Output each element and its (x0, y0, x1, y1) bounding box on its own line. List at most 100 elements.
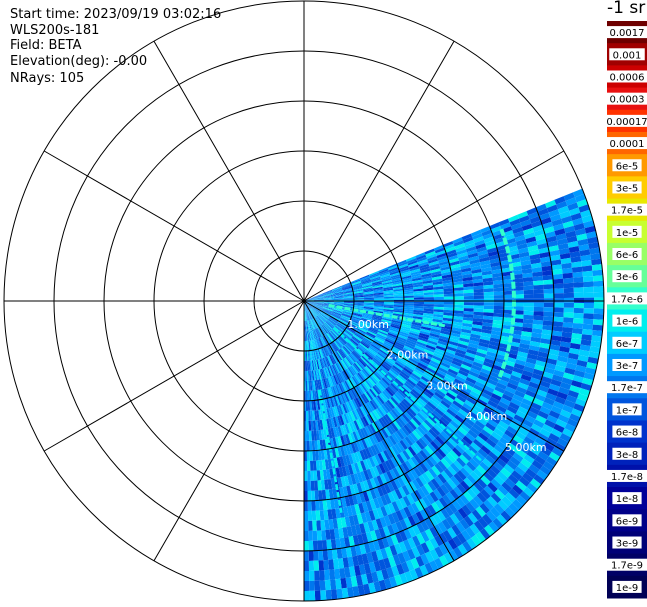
data-cell (509, 257, 521, 264)
data-cell (361, 317, 372, 322)
colorbar-tick-label: 0.00017 (606, 117, 647, 128)
data-cell (553, 423, 565, 433)
data-cell (373, 309, 384, 312)
data-cell (323, 305, 334, 309)
data-cell (553, 307, 564, 313)
data-cell (567, 390, 579, 399)
data-cell (397, 261, 408, 267)
data-cell (376, 570, 384, 582)
data-cell (348, 495, 355, 506)
data-cell (338, 321, 348, 327)
data-cell (329, 438, 335, 449)
data-cell (351, 283, 362, 288)
data-cell (461, 529, 472, 541)
data-cell (362, 491, 370, 502)
data-cell (437, 255, 448, 261)
data-cell (589, 346, 601, 354)
data-cell (331, 312, 341, 318)
data-cell (358, 564, 366, 576)
data-cell (480, 368, 492, 376)
data-cell (357, 534, 364, 545)
data-cell (421, 421, 431, 432)
data-cell (341, 284, 352, 289)
data-cell (520, 335, 532, 341)
data-cell (427, 258, 439, 264)
data-cell (369, 499, 377, 511)
data-cell (460, 331, 471, 337)
data-cell (520, 219, 532, 227)
data-cell (440, 400, 451, 409)
data-cell (357, 384, 364, 395)
data-cell (531, 332, 542, 339)
data-cell (343, 304, 354, 306)
data-cell (454, 414, 465, 424)
data-cell (304, 301, 314, 304)
data-cell (323, 297, 334, 299)
data-cell (324, 408, 329, 419)
data-cell (523, 306, 534, 312)
data-cell (373, 304, 384, 306)
data-cell (371, 550, 379, 562)
data-cell (350, 318, 361, 324)
data-cell (343, 305, 354, 308)
data-cell (323, 294, 334, 298)
data-cell (463, 358, 474, 365)
data-cell (361, 553, 369, 565)
data-cell (453, 460, 463, 471)
data-cell (476, 478, 488, 489)
data-cell (398, 372, 409, 381)
data-cell (352, 350, 361, 359)
data-cell (593, 313, 604, 320)
data-cell (503, 294, 514, 299)
data-cell (394, 488, 403, 500)
data-cell (513, 230, 525, 238)
data-cell (545, 362, 556, 370)
data-cell (577, 354, 589, 362)
data-cell (469, 367, 481, 375)
data-cell (304, 298, 314, 301)
data-cell (413, 314, 424, 318)
data-cell (443, 309, 454, 314)
data-cell (351, 399, 358, 410)
data-cell (399, 329, 410, 334)
data-cell (345, 356, 353, 366)
data-cell (409, 330, 420, 335)
data-cell (508, 474, 519, 485)
data-cell (487, 400, 498, 409)
data-cell (393, 292, 404, 295)
data-cell (334, 406, 340, 417)
data-cell (430, 268, 441, 274)
data-cell (442, 282, 454, 287)
data-cell (407, 260, 418, 266)
data-cell (393, 343, 404, 350)
data-cell (566, 394, 578, 404)
data-cell (337, 323, 346, 330)
data-cell (414, 567, 424, 579)
data-cell (465, 352, 476, 359)
data-cell (436, 448, 447, 458)
data-cell (342, 506, 349, 518)
data-cell (463, 308, 474, 312)
data-cell (347, 379, 354, 389)
data-cell (420, 520, 430, 532)
data-cell (409, 355, 420, 363)
data-cell (366, 413, 374, 424)
data-cell (389, 328, 400, 333)
data-cell (369, 478, 377, 489)
data-cell (513, 294, 524, 299)
data-cell (315, 420, 319, 431)
data-cell (423, 285, 434, 289)
data-cell (583, 281, 594, 288)
data-cell (543, 367, 555, 375)
colorbar-tick-label: 1e-6 (616, 317, 639, 328)
data-cell (460, 438, 471, 449)
data-cell (371, 433, 379, 444)
data-cell (379, 270, 390, 276)
data-cell (363, 304, 374, 307)
data-cell (488, 451, 499, 462)
data-cell (478, 432, 489, 442)
data-cell (310, 319, 314, 330)
data-cell (482, 458, 493, 469)
data-cell (409, 569, 419, 581)
data-cell (309, 320, 314, 330)
